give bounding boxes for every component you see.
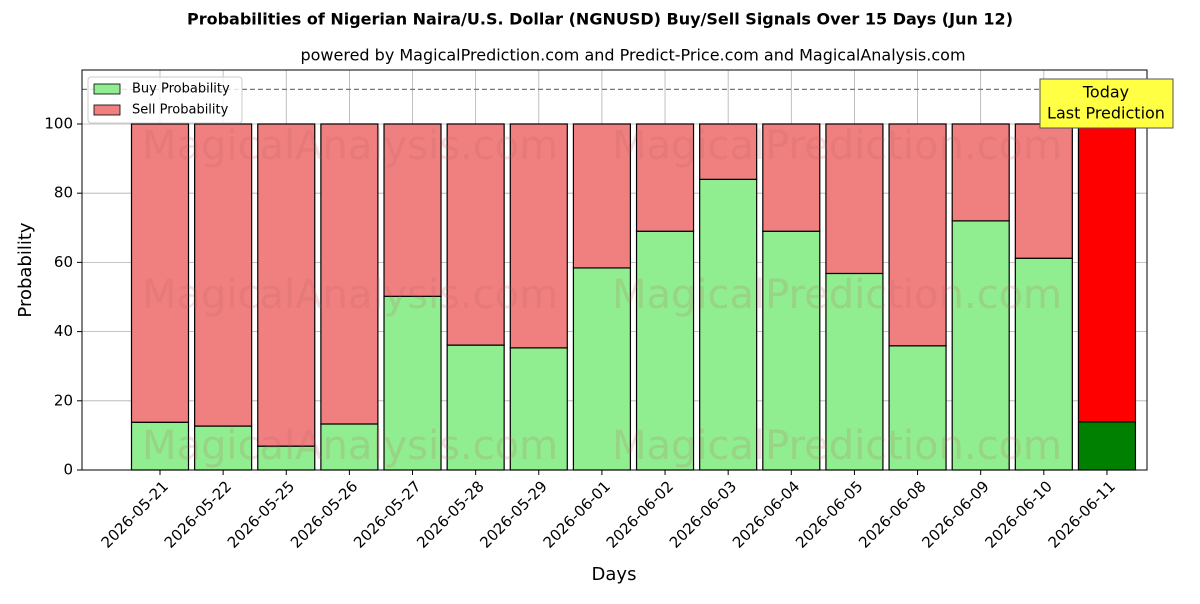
bar [509, 123, 568, 349]
bar [888, 345, 947, 471]
x-tick-label: 2026-06-03 [666, 477, 740, 551]
legend-box [87, 76, 243, 124]
bar [762, 230, 821, 471]
legend-label: Buy Probability [132, 82, 230, 97]
bar [509, 347, 568, 471]
bar [825, 123, 884, 275]
chart-subtitle: powered by MagicalPrediction.com and Pre… [300, 46, 965, 65]
annotation-text: Today [1082, 83, 1129, 102]
x-tick-label: 2026-06-04 [729, 477, 803, 551]
bar [446, 344, 505, 471]
bar [130, 421, 190, 471]
bar [130, 123, 190, 423]
bar [699, 123, 758, 180]
bar [320, 123, 379, 425]
x-axis-label: Days [592, 564, 637, 585]
annotation-box [1039, 78, 1174, 129]
y-tick-label: 20 [54, 391, 73, 409]
bar [699, 178, 758, 471]
bar [320, 423, 379, 471]
bar [635, 230, 695, 471]
bar [383, 295, 442, 471]
x-tick-label: 2026-05-29 [476, 477, 550, 551]
x-tick-label: 2026-06-05 [792, 477, 866, 551]
x-tick-label: 2026-05-25 [224, 477, 298, 551]
y-tick-label: 40 [54, 322, 73, 340]
x-tick-label: 2026-06-11 [1045, 477, 1119, 551]
bar [383, 123, 442, 297]
bar [257, 123, 316, 447]
bar [825, 272, 884, 471]
x-tick-label: 2026-05-21 [98, 477, 172, 551]
chart-title: Probabilities of Nigerian Naira/U.S. Dol… [187, 10, 1013, 29]
x-tick-label: 2026-06-08 [855, 477, 929, 551]
x-tick-label: 2026-05-27 [350, 477, 424, 551]
watermark: MagicalPrediction.com [612, 272, 1062, 318]
y-tick-label: 60 [54, 253, 73, 271]
bar [446, 123, 505, 346]
bar [572, 267, 632, 471]
annotation-text: Last Prediction [1047, 104, 1165, 123]
y-tick-label: 100 [44, 114, 73, 132]
plot-frame [81, 69, 1148, 471]
bar [888, 123, 947, 347]
legend-label: Sell Probability [132, 103, 229, 118]
watermark: MagicalPrediction.com [612, 123, 1062, 169]
y-axis-label: Probability [15, 222, 36, 317]
x-tick-label: 2026-05-26 [287, 477, 361, 551]
watermark: MagicalAnalysis.com [142, 272, 558, 318]
x-tick-label: 2026-05-22 [161, 477, 235, 551]
legend-swatch [93, 83, 121, 95]
legend-swatch [93, 104, 121, 116]
bar [1077, 421, 1137, 471]
x-tick-label: 2026-06-02 [603, 477, 677, 551]
y-tick-label: 80 [54, 184, 73, 202]
x-tick-label: 2026-06-10 [981, 477, 1055, 551]
bar [1077, 123, 1137, 423]
y-tick-label: 0 [63, 461, 73, 479]
watermark: MagicalPrediction.com [612, 423, 1062, 469]
bar [572, 123, 632, 269]
bar [1014, 257, 1073, 471]
bar [1014, 123, 1073, 259]
bar [194, 123, 253, 427]
watermark: MagicalAnalysis.com [142, 423, 558, 469]
bar [951, 123, 1010, 222]
bar [635, 123, 695, 232]
bar [762, 123, 821, 232]
x-tick-label: 2026-06-09 [918, 477, 992, 551]
x-tick-label: 2026-06-01 [540, 477, 614, 551]
x-tick-label: 2026-05-28 [413, 477, 487, 551]
watermark: MagicalAnalysis.com [142, 123, 558, 169]
